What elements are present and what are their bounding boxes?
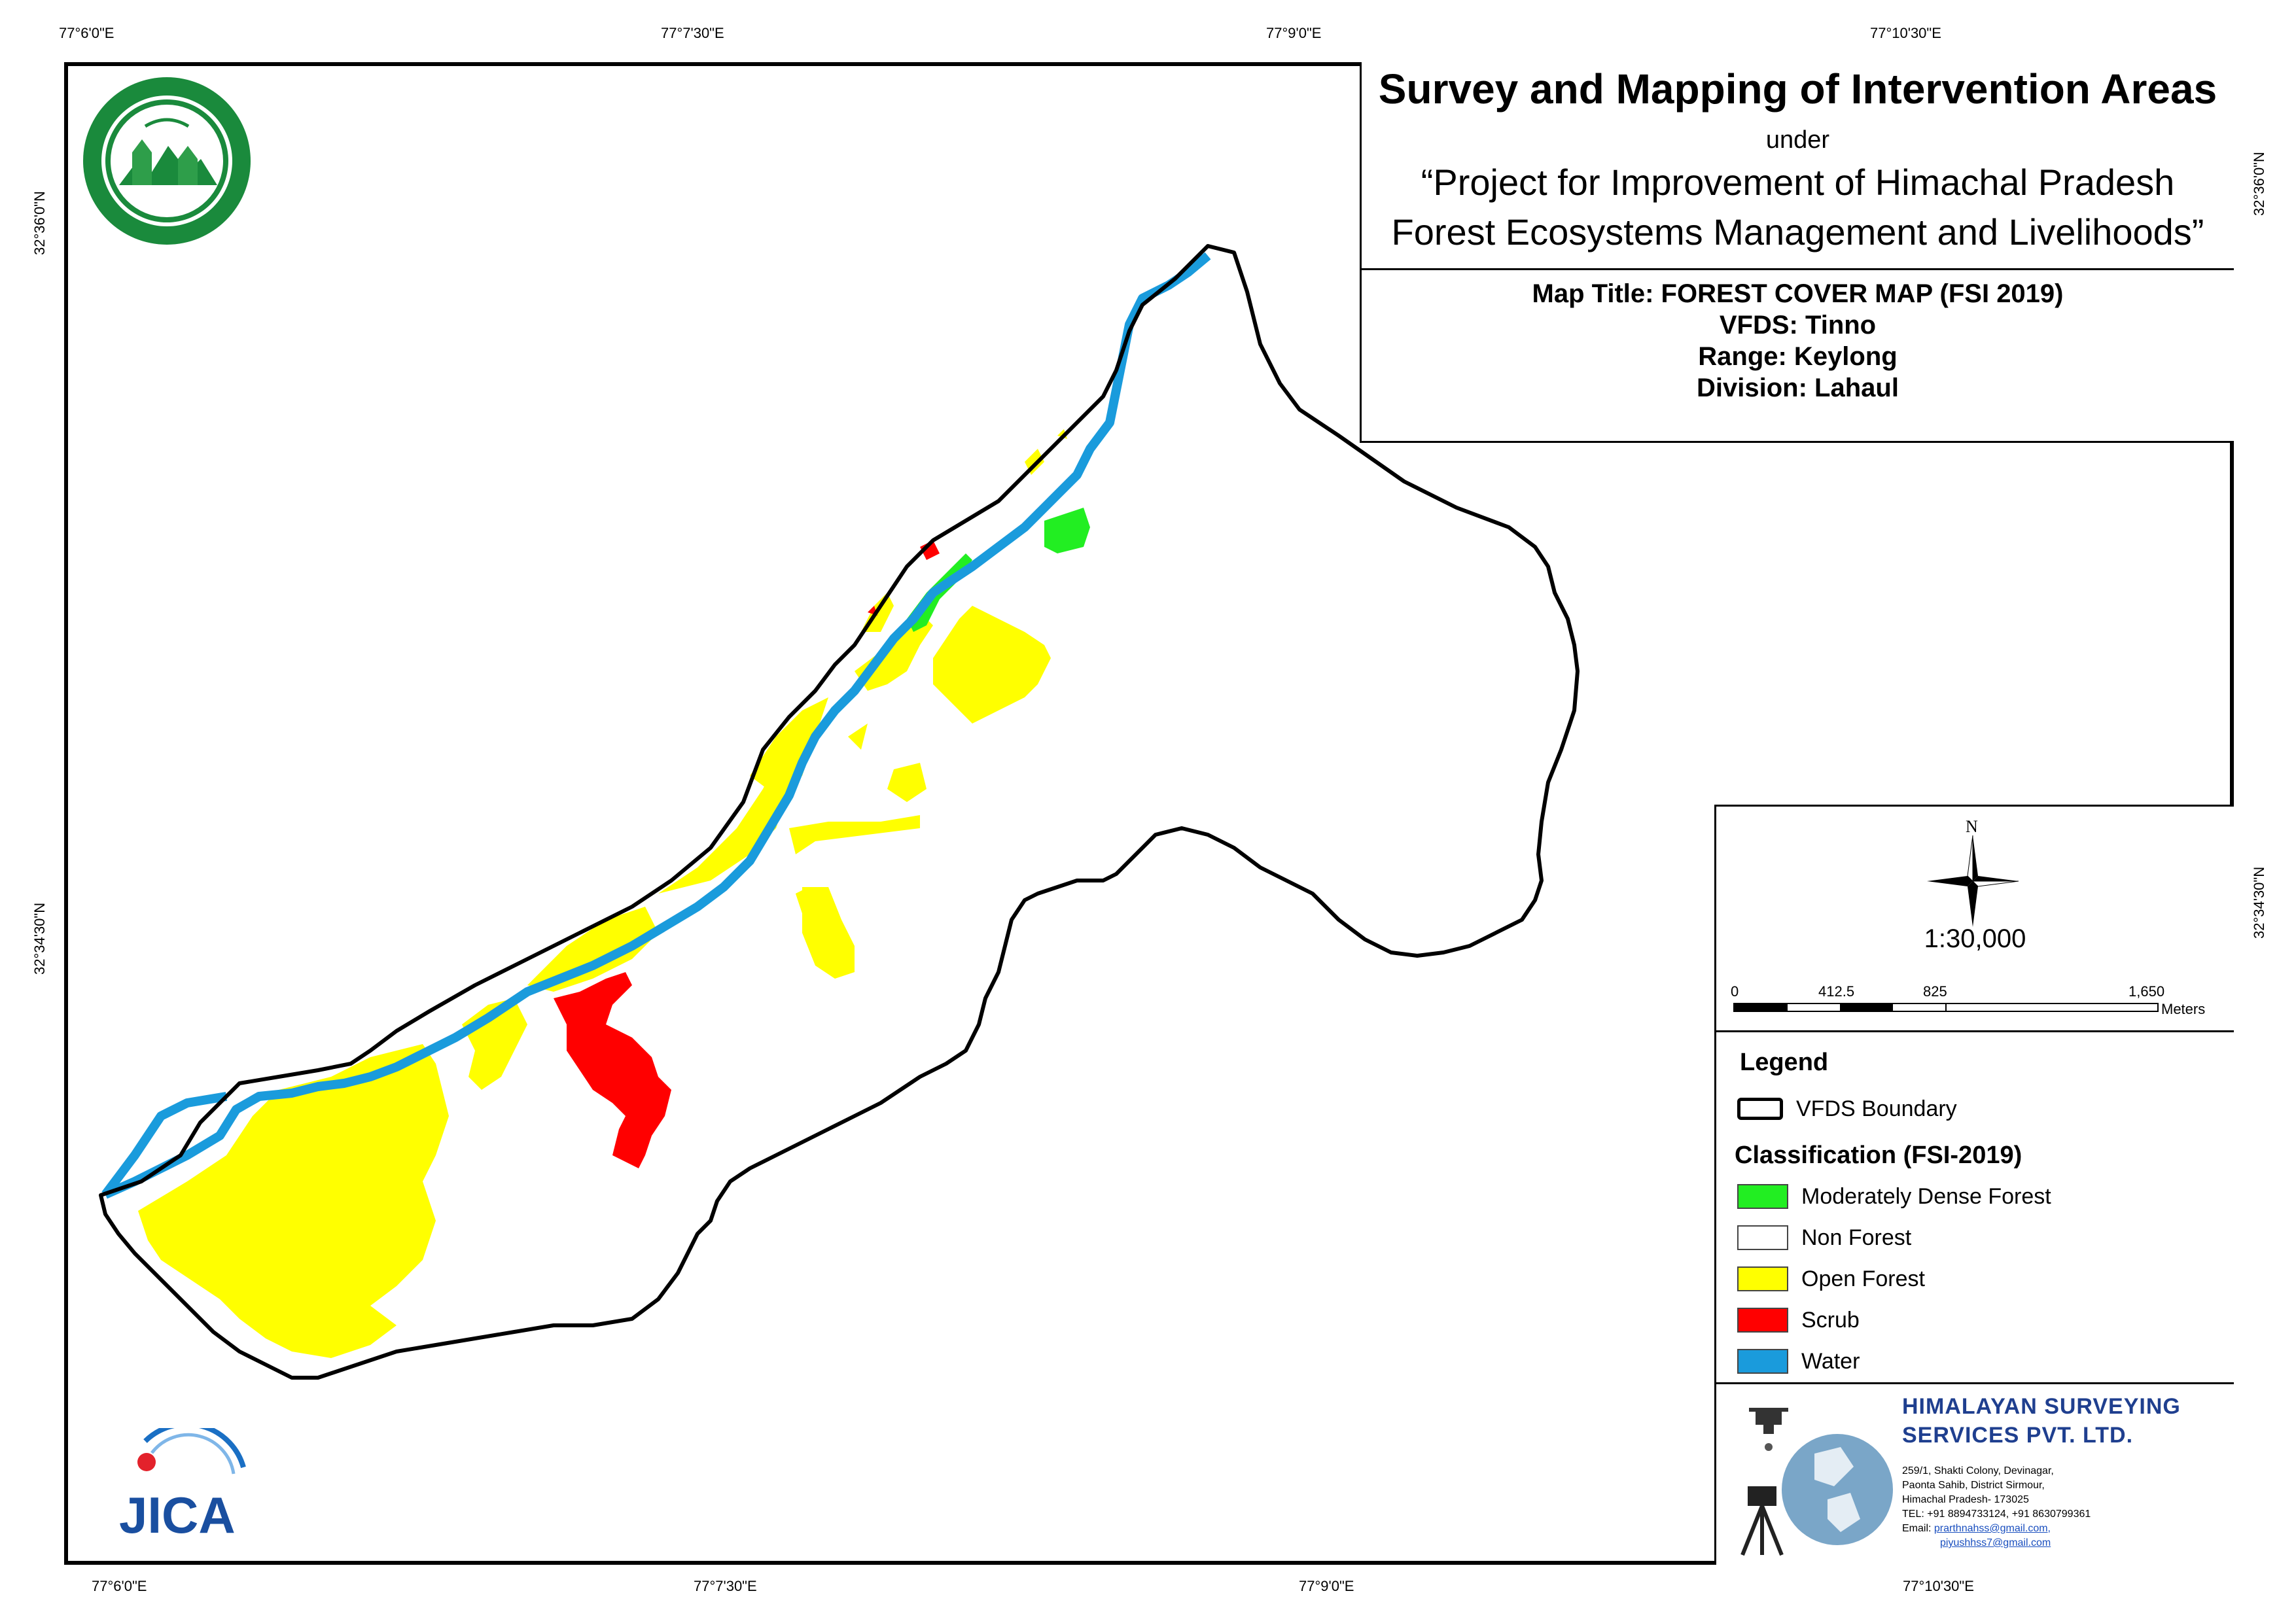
water-layer [101,252,1211,1199]
tick-right-1: 32°36'0"N [2251,152,2267,216]
open-forest-patch-7 [789,815,920,854]
tick-top-4: 77°10'30"E [1870,25,1941,41]
tick-top-3: 77°9'0"E [1266,25,1322,41]
north-arrow: N [1927,817,2019,928]
water-swatch [1737,1349,1788,1374]
classification-heading: Classification (FSI-2019) [1735,1142,2022,1169]
range-name: Range: Keylong [1698,342,1898,371]
legend-heading: Legend [1740,1049,1829,1076]
open-forest-patch-11 [802,887,855,979]
company-name: HIMALAYAN SURVEYING SERVICES PVT. LTD. [1902,1392,2181,1450]
email-label: Email: [1902,1523,1932,1534]
open-forest-patch-3 [527,907,658,992]
moderately-dense-forest-layer [907,508,1090,632]
title-under: under [1765,126,1830,154]
tick-top-1: 77°6'0"E [59,25,115,41]
mdf-label: Moderately Dense Forest [1801,1183,2051,1209]
water-label: Water [1801,1348,1860,1374]
legend-item-scrub: Scrub [1737,1306,1860,1335]
company-tel: TEL: +91 8894733124, +91 8630799361 [1902,1509,2091,1520]
project-line-2: Forest Ecosystems Management and Livelih… [1391,211,2204,253]
legend-item-water: Water [1737,1347,1860,1376]
title-block: Survey and Mapping of Intervention Areas… [1360,62,2234,443]
boundary-label: VFDS Boundary [1796,1096,1957,1121]
boundary-swatch [1737,1098,1783,1120]
legend-item-open-forest: Open Forest [1737,1265,1925,1293]
company-name-line2: SERVICES PVT. LTD. [1902,1423,2134,1448]
open-forest-patch-10 [887,763,927,802]
scale-ratio: 1:30,000 [1924,924,2026,953]
project-line-1: “Project for Improvement of Himachal Pra… [1421,162,2175,203]
tick-top-2: 77°7'30"E [661,25,724,41]
open-forest-patch-west [138,1044,449,1358]
river [103,252,1211,1199]
tick-right-2: 32°34'30"N [2251,866,2267,939]
open-forest-patch-13 [933,606,1051,724]
mdf-patch-1 [1044,508,1090,553]
river-left-branch [101,1092,228,1198]
scrub-layer [554,540,940,1168]
company-address-1: 259/1, Shakti Colony, Devinagar, [1902,1465,2054,1476]
forest-dept-seal [80,74,254,248]
non-forest-label: Non Forest [1801,1225,1912,1250]
north-label: N [1966,817,1978,836]
scrub-patch-main [554,972,671,1168]
scale-tick-1: 412.5 [1818,983,1855,1000]
scrub-patch-2 [920,540,940,560]
legend-block: N 1:30,000 0 412.5 825 1,650 Meters Lege… [1714,805,2234,1565]
map-title: Map Title: FOREST COVER MAP (FSI 2019) [1532,279,2064,308]
mdf-swatch [1737,1184,1788,1209]
scale-tick-2: 825 [1923,983,1947,1000]
scale-tick-3: 1,650 [2128,983,2165,1000]
email-link-2[interactable]: piyushhss7@gmail.com [1940,1537,2051,1548]
open-forest-label: Open Forest [1801,1266,1925,1291]
open-forest-patch-17 [953,645,979,671]
compass-rose-icon [1927,835,2019,927]
scrub-swatch [1737,1308,1788,1333]
tick-left-1: 32°36'0"N [31,191,48,255]
company-name-line1: HIMALAYAN SURVEYING [1902,1394,2181,1419]
open-forest-patch-6 [848,724,868,750]
vfds-name: VFDS: Tinno [1719,311,1877,340]
tick-left-2: 32°34'30"N [31,902,48,975]
tick-bottom-1: 77°6'0"E [92,1578,147,1594]
open-forest-swatch [1737,1266,1788,1291]
tick-bottom-4: 77°10'30"E [1903,1578,1974,1594]
non-forest-swatch [1737,1225,1788,1250]
open-forest-layer [138,429,1067,1358]
vfds-boundary [99,244,1580,1380]
legend-item-non-forest: Non Forest [1737,1223,1911,1252]
scale-bar [1733,1003,2159,1012]
company-email-row: Email: prarthnahss@gmail.com, [1902,1522,2051,1536]
jica-wordmark: JICA [119,1486,236,1544]
drone-globe-icon [1729,1395,1899,1558]
open-forest-patch-5 [750,697,828,795]
tick-bottom-2: 77°7'30"E [694,1578,757,1594]
legend-item-mdf: Moderately Dense Forest [1737,1182,2051,1211]
company-block: HIMALAYAN SURVEYING SERVICES PVT. LTD. 2… [1716,1384,2234,1567]
main-title: Survey and Mapping of Intervention Areas [1378,65,2217,113]
jica-logo: JICA [106,1422,256,1546]
scrub-label: Scrub [1801,1307,1860,1333]
scale-tick-0: 0 [1731,983,1739,1000]
legend-item-boundary: VFDS Boundary [1737,1094,1957,1123]
division-name: Division: Lahaul [1697,374,1899,402]
company-address-2: Paonta Sahib, District Sirmour, [1902,1480,2045,1491]
company-address-3: Himachal Pradesh- 173025 [1902,1494,2029,1505]
email-link-1[interactable]: prarthnahss@gmail.com, [1934,1523,2051,1534]
tick-bottom-3: 77°9'0"E [1299,1578,1354,1594]
title-meta: Map Title: FOREST COVER MAP (FSI 2019) V… [1362,278,2234,404]
scale-unit: Meters [2161,1001,2206,1017]
title-top: Survey and Mapping of Intervention Areas… [1362,62,2234,270]
map-canvas [99,244,1580,1380]
